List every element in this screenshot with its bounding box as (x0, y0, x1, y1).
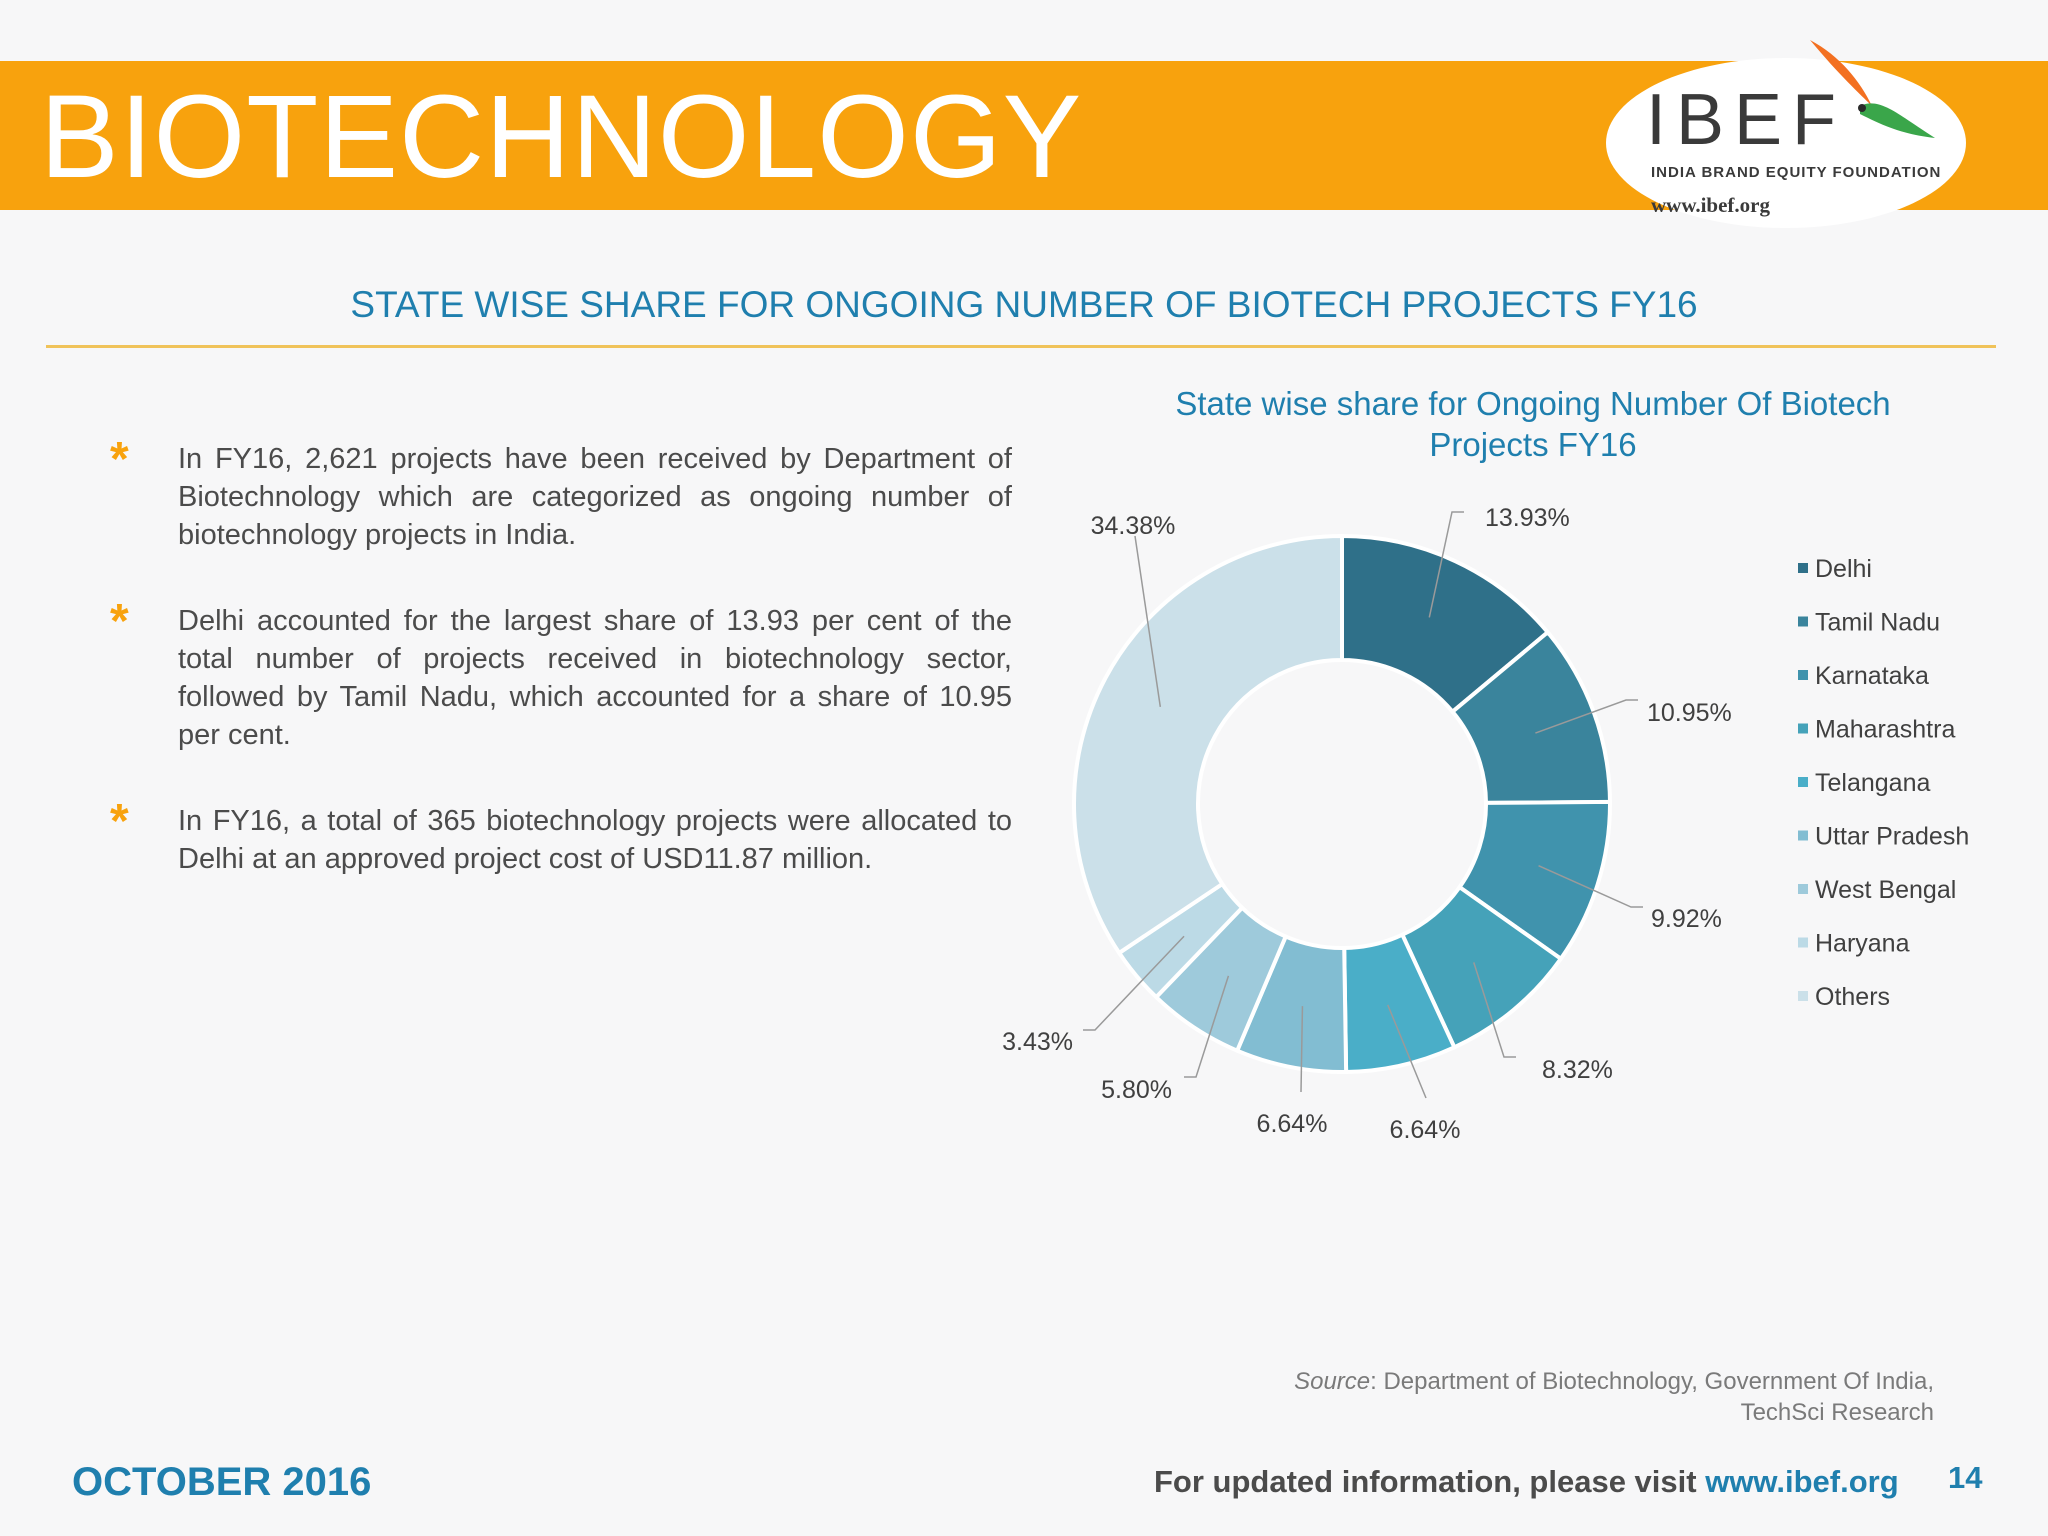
data-label: 3.43% (1002, 1028, 1073, 1056)
legend-label: Uttar Pradesh (1815, 823, 1969, 851)
legend-swatch (1798, 830, 1808, 841)
bullet-text: In FY16, 2,621 projects have been receiv… (178, 443, 1012, 551)
asterisk-bullet-icon: * (110, 795, 129, 848)
data-label: 34.38% (1091, 512, 1176, 540)
data-label: 9.92% (1651, 905, 1722, 933)
bullet-text: In FY16, a total of 365 biotechnology pr… (178, 805, 1012, 875)
logo-url[interactable]: www.ibef.org (1651, 193, 1770, 217)
source-label: Source (1294, 1368, 1371, 1395)
data-label: 13.93% (1485, 504, 1570, 532)
legend-swatch (1798, 670, 1808, 680)
legend-swatch (1798, 563, 1808, 573)
legend-label: Haryana (1815, 930, 1910, 958)
leader-line (1535, 699, 1638, 734)
leader-line (1083, 935, 1185, 1031)
leader-line (1300, 1006, 1304, 1093)
donut-slice-delhi (1340, 533, 1551, 715)
legend-swatch (1798, 937, 1808, 948)
legend-label: Delhi (1815, 555, 1872, 583)
page-title: BIOTECHNOLOGY (40, 71, 1083, 203)
asterisk-bullet-icon: * (110, 433, 129, 486)
data-label: 10.95% (1647, 699, 1732, 727)
legend-swatch (1798, 884, 1808, 894)
footer-website-link[interactable]: www.ibef.org (1705, 1464, 1899, 1499)
bullet-text: Delhi accounted for the largest share of… (178, 605, 1012, 751)
ibef-logo[interactable] (1606, 58, 1966, 228)
section-heading: STATE WISE SHARE FOR ONGOING NUMBER OF B… (350, 284, 1698, 325)
section-divider (46, 345, 1996, 348)
legend-swatch (1798, 777, 1808, 787)
data-label: 6.64% (1257, 1110, 1328, 1138)
logo-tagline: INDIA BRAND EQUITY FOUNDATION (1651, 164, 1942, 181)
legend-label: Telangana (1815, 769, 1930, 797)
legend-label: Karnataka (1815, 662, 1929, 690)
data-label: 8.32% (1542, 1056, 1613, 1084)
leader-line (1428, 511, 1464, 618)
leader-line (1387, 1004, 1427, 1099)
source-note: Source: Department of Biotechnology, Gov… (1260, 1366, 1934, 1428)
asterisk-bullet-icon: * (110, 595, 129, 648)
legend-label: Maharashtra (1815, 716, 1955, 744)
leader-line (1473, 962, 1516, 1058)
legend-label: Tamil Nadu (1815, 609, 1940, 637)
leader-line (1134, 535, 1162, 708)
leader-line (1184, 975, 1230, 1078)
bullet-item: * In FY16, 2,621 projects have been rece… (110, 436, 1012, 554)
source-text: : Department of Biotechnology, Governmen… (1370, 1368, 1934, 1426)
footer-visit-text: For updated information, please visit (1154, 1464, 1706, 1499)
legend-label: West Bengal (1815, 876, 1956, 904)
bullet-list: * In FY16, 2,621 projects have been rece… (110, 436, 1012, 926)
bullet-item: * In FY16, a total of 365 biotechnology … (110, 798, 1012, 878)
legend-swatch (1798, 991, 1808, 1001)
chart-title: State wise share for Ongoing Number Of B… (1175, 385, 1891, 463)
bird-logo-icon (1810, 40, 1935, 138)
logo-wordmark: IBEF (1646, 80, 1847, 160)
bullet-item: * Delhi accounted for the largest share … (110, 598, 1012, 754)
footer-visit: For updated information, please visit ww… (1154, 1464, 1899, 1500)
data-label: 5.80% (1101, 1076, 1172, 1104)
donut-chart: 13.93% 10.95% 9.92% 8.32% 6.64% 6.64% 5.80% 3.4… (1002, 504, 1969, 1144)
legend-swatch (1798, 616, 1808, 627)
leader-line (1538, 864, 1643, 908)
data-label: 6.64% (1390, 1116, 1461, 1144)
legend-label: Others (1815, 983, 1890, 1011)
page-number: 14 (1948, 1460, 1983, 1495)
donut-slice-others (1072, 533, 1344, 956)
footer-date: OCTOBER 2016 (72, 1460, 372, 1504)
legend-swatch (1798, 723, 1808, 734)
